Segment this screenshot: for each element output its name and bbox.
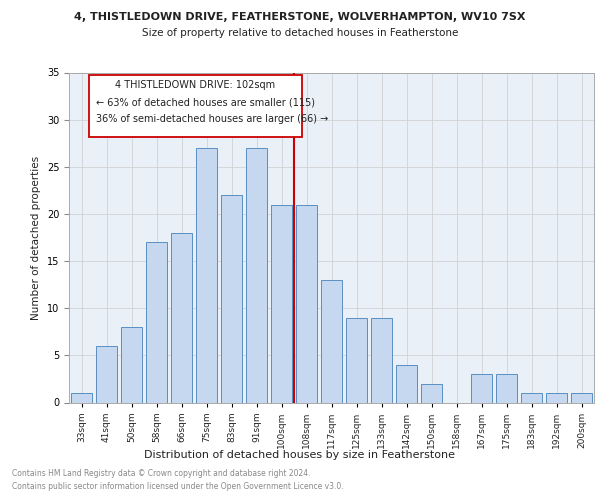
Bar [89, 76, 302, 136]
Bar [546, 393, 567, 402]
Text: Size of property relative to detached houses in Featherstone: Size of property relative to detached ho… [142, 28, 458, 38]
Bar [246, 148, 267, 403]
Text: 4, THISTLEDOWN DRIVE, FEATHERSTONE, WOLVERHAMPTON, WV10 7SX: 4, THISTLEDOWN DRIVE, FEATHERSTONE, WOLV… [74, 12, 526, 22]
Bar [471, 374, 492, 402]
Bar [196, 148, 217, 403]
Bar [96, 346, 117, 403]
Bar [296, 204, 317, 402]
Text: ← 63% of detached houses are smaller (115): ← 63% of detached houses are smaller (11… [97, 97, 316, 107]
Bar [421, 384, 442, 402]
Bar [321, 280, 342, 402]
Bar [146, 242, 167, 402]
Bar [121, 327, 142, 402]
Text: 4 THISTLEDOWN DRIVE: 102sqm: 4 THISTLEDOWN DRIVE: 102sqm [115, 80, 275, 90]
Bar [271, 204, 292, 402]
Text: Distribution of detached houses by size in Featherstone: Distribution of detached houses by size … [145, 450, 455, 460]
Bar [346, 318, 367, 402]
Text: 36% of semi-detached houses are larger (66) →: 36% of semi-detached houses are larger (… [97, 114, 329, 124]
Bar [371, 318, 392, 402]
Text: Contains HM Land Registry data © Crown copyright and database right 2024.: Contains HM Land Registry data © Crown c… [12, 468, 311, 477]
Bar [521, 393, 542, 402]
Bar [171, 233, 192, 402]
Bar [71, 393, 92, 402]
Bar [221, 195, 242, 402]
Text: Contains public sector information licensed under the Open Government Licence v3: Contains public sector information licen… [12, 482, 344, 491]
Bar [496, 374, 517, 402]
Bar [396, 365, 417, 403]
Bar [571, 393, 592, 402]
Y-axis label: Number of detached properties: Number of detached properties [31, 156, 41, 320]
